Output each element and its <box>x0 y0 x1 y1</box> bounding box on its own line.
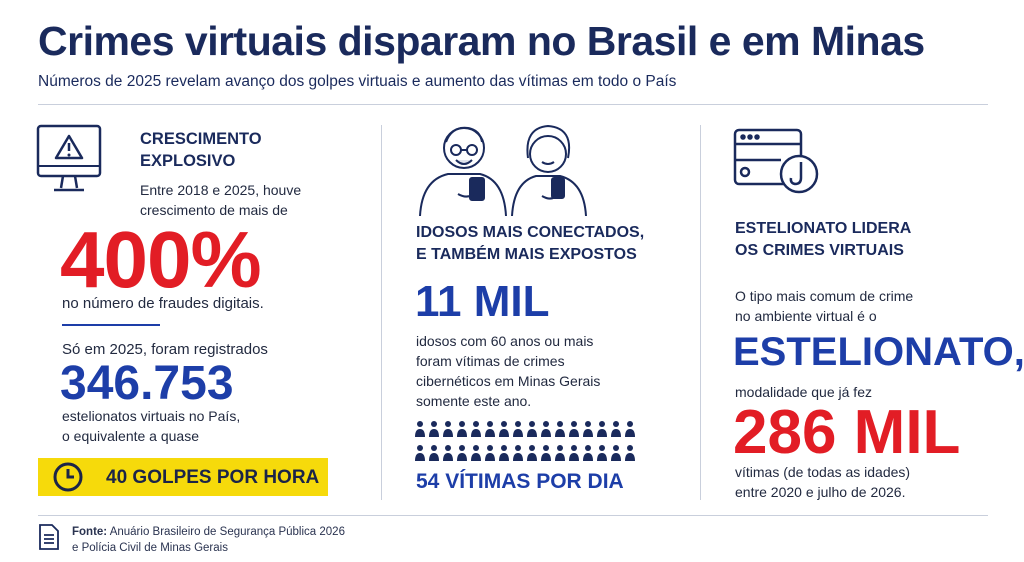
person-icon <box>569 421 579 437</box>
person-icon <box>527 421 537 437</box>
person-icon <box>471 445 481 461</box>
person-icon <box>485 445 495 461</box>
divider <box>381 125 382 500</box>
text: modalidade que já fez <box>735 382 872 402</box>
text-line: vítimas (de todas as idades) <box>735 464 911 480</box>
text-line: Entre 2018 e 2025, houve <box>140 182 302 198</box>
person-icon <box>625 421 635 437</box>
text: no número de fraudes digitais. <box>62 294 264 314</box>
person-icon <box>457 445 467 461</box>
monitor-icon <box>36 124 102 192</box>
divider <box>62 324 160 326</box>
person-icon <box>611 445 621 461</box>
person-icon <box>625 445 635 461</box>
highlight-text: 54 VÍTIMAS POR DIA <box>416 470 624 493</box>
badge-text: 40 GOLPES POR HORA <box>106 467 320 488</box>
text-line: o equivalente a quase <box>62 428 199 444</box>
text-line: somente este ano. <box>416 393 532 409</box>
person-icon <box>597 445 607 461</box>
text-line: O tipo mais comum de crime <box>735 288 914 304</box>
person-icon <box>597 421 607 437</box>
text-line: E TAMBÉM MAIS EXPOSTOS <box>416 246 637 263</box>
browser-icon <box>733 128 819 194</box>
text-line: no ambiente virtual é o <box>735 308 877 324</box>
person-icon <box>527 445 537 461</box>
people-illustration <box>419 124 587 217</box>
source-label: Fonte: <box>72 526 108 538</box>
person-icon <box>611 421 621 437</box>
text: Só em 2025, foram registrados <box>62 340 268 360</box>
text-line: CRESCIMENTO <box>140 130 262 148</box>
big-number: 286 MIL <box>733 398 961 467</box>
text-line: estelionatos virtuais no País, <box>62 408 241 424</box>
person-icon <box>443 421 453 437</box>
text: O tipo mais comum de crime no ambiente vi… <box>735 286 913 326</box>
person-icon <box>555 445 565 461</box>
person-icon <box>569 445 579 461</box>
text-line: EXPLOSIVO <box>140 152 236 170</box>
person-icon <box>541 421 551 437</box>
text-line: Só em 2025, foram registrados <box>62 341 268 358</box>
person-icon <box>499 421 509 437</box>
text-line: crescimento de mais de <box>140 202 288 218</box>
source: Fonte: Anuário Brasileiro de Segurança P… <box>72 524 345 556</box>
text: Entre 2018 e 2025, houve crescimento de m… <box>140 180 301 220</box>
person-icon <box>457 421 467 437</box>
big-text: ESTELIONATO, <box>733 330 1024 374</box>
person-icon <box>541 445 551 461</box>
text-line: ESTELIONATO LIDERA <box>735 220 912 237</box>
heading: IDOSOS MAIS CONECTADOS, E TAMBÉM MAIS EXP… <box>416 222 644 266</box>
person-icon <box>485 421 495 437</box>
source-line: Anuário Brasileiro de Segurança Pública … <box>109 526 345 538</box>
person-icon <box>513 445 523 461</box>
person-icon <box>583 421 593 437</box>
divider <box>700 125 701 500</box>
person-icon <box>513 421 523 437</box>
text-line: cibernéticos em Minas Gerais <box>416 373 601 389</box>
big-number: 346.753 <box>60 357 234 410</box>
source-line: e Polícia Civil de Minas Gerais <box>72 542 228 554</box>
heading: CRESCIMENTO EXPLOSIVO <box>140 128 262 172</box>
title: Crimes virtuais disparam no Brasil e em … <box>38 18 925 64</box>
person-icon <box>429 421 439 437</box>
text-line: IDOSOS MAIS CONECTADOS, <box>416 224 645 241</box>
person-icon <box>429 445 439 461</box>
document-icon <box>39 524 59 550</box>
person-icon <box>555 421 565 437</box>
clock-icon <box>53 462 83 492</box>
text-line: idosos com 60 anos ou mais <box>416 333 594 349</box>
text-line: OS CRIMES VIRTUAIS <box>735 242 904 259</box>
person-icon <box>415 421 425 437</box>
person-icon <box>583 445 593 461</box>
person-icon <box>415 445 425 461</box>
big-number: 400% <box>60 215 262 304</box>
text-line: foram vítimas de crimes <box>416 353 565 369</box>
divider <box>38 515 988 516</box>
heading: ESTELIONATO LIDERA OS CRIMES VIRTUAIS <box>735 218 911 262</box>
person-icon <box>499 445 509 461</box>
text-line: modalidade que já fez <box>735 384 872 400</box>
text: estelionatos virtuais no País, o equivale… <box>62 406 240 446</box>
text-line: entre 2020 e julho de 2026. <box>735 484 906 500</box>
text: vítimas (de todas as idades) entre 2020 e… <box>735 462 910 502</box>
big-number: 11 MIL <box>415 277 550 326</box>
divider <box>38 104 988 105</box>
person-icon <box>471 421 481 437</box>
subtitle: Números de 2025 revelam avanço dos golpe… <box>38 73 677 90</box>
text: idosos com 60 anos ou mais foram vítimas … <box>416 331 600 411</box>
badge: 40 GOLPES POR HORA <box>38 458 328 496</box>
people-icons <box>415 421 635 461</box>
person-icon <box>443 445 453 461</box>
text-line: no número de fraudes digitais. <box>62 295 264 312</box>
